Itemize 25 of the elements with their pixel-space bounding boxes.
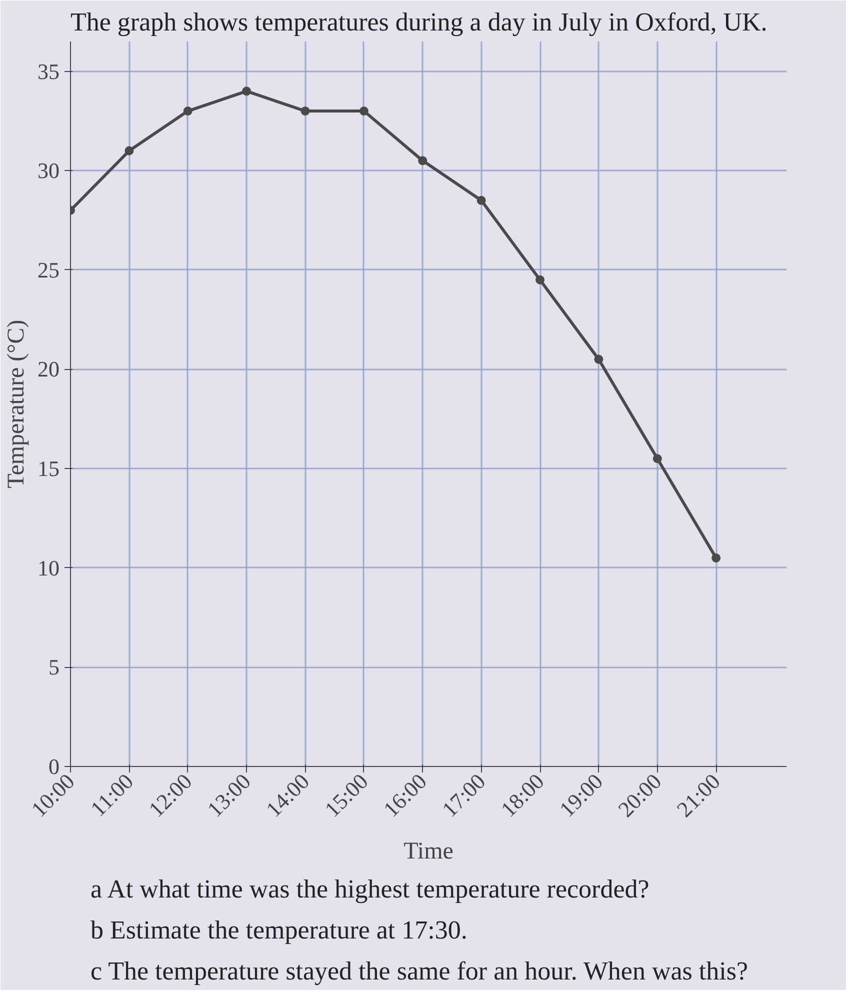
y-tick-label: 0: [48, 754, 60, 779]
point: [594, 354, 604, 364]
point: [242, 86, 252, 96]
chart-title: The graph shows temperatures during a day in July in Oxford, UK.: [70, 8, 768, 36]
y-tick-label: 15: [38, 456, 60, 482]
point: [712, 553, 721, 562]
y-tick-label: 25: [38, 257, 60, 282]
text: b Estimate the temperature at 17:30.: [90, 916, 468, 944]
text: c The temperature stayed the same for an hour. When was this?: [90, 956, 748, 986]
point: [183, 106, 192, 116]
y-tick-label: 35: [38, 58, 60, 84]
point: [418, 156, 428, 166]
point: [359, 106, 368, 116]
y-tick-label: 5: [48, 654, 60, 680]
text: a At what time was the highest temperature recorded?: [90, 874, 650, 904]
y-axis-title: Temperature (°C): [4, 320, 30, 488]
y-tick-label: 10: [38, 555, 60, 580]
x-axis-title: Time: [404, 838, 454, 865]
point: [476, 196, 486, 205]
y-tick-label: 30: [38, 158, 60, 184]
point: [300, 106, 310, 116]
point: [652, 454, 662, 464]
point: [124, 146, 134, 156]
y-tick-label: 20: [38, 356, 60, 382]
point: [536, 275, 545, 284]
